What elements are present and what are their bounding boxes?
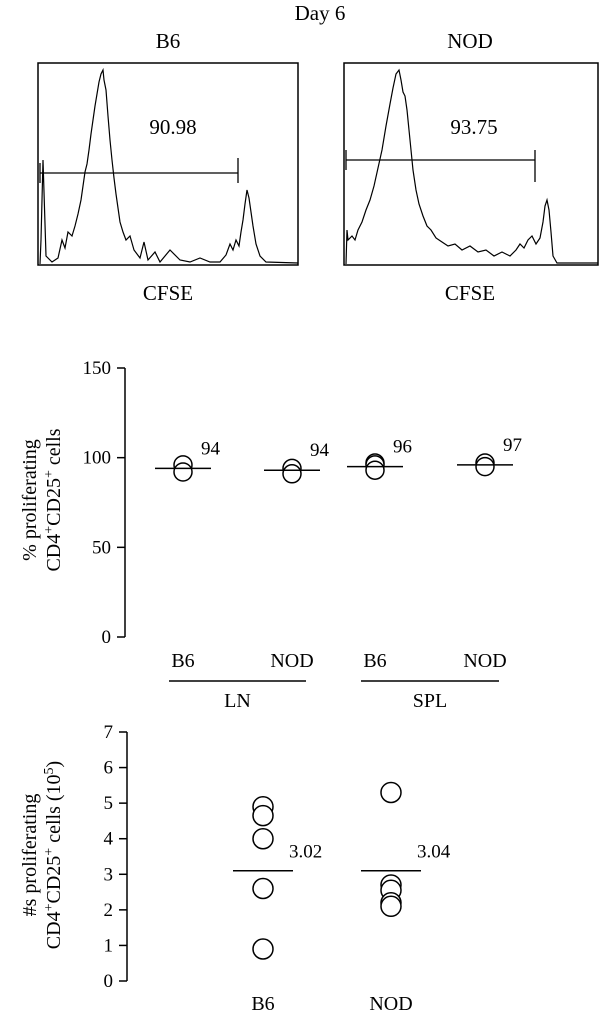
panel-name-b6: B6 — [156, 29, 181, 53]
category-label: B6 — [363, 650, 386, 672]
gate-value-nod: 93.75 — [450, 115, 497, 139]
y-axis-label-line1: #s proliferating — [19, 794, 41, 917]
gate-marker-nod — [345, 150, 536, 182]
data-point — [252, 804, 274, 827]
y-axis-label-num: #s proliferating CD4+CD25+ cells (105) — [19, 761, 65, 949]
data-point — [380, 781, 402, 804]
mean-label: 94 — [310, 440, 330, 461]
category-label: NOD — [369, 993, 412, 1015]
data-point — [282, 464, 302, 484]
data-point — [252, 938, 274, 960]
histogram-panel-b6: B6 90.98 CFSE — [37, 29, 299, 305]
y-tick-label: 7 — [104, 722, 114, 743]
category-label: NOD — [270, 650, 313, 672]
y-tick-label: 6 — [104, 758, 114, 779]
category-label: B6 — [251, 993, 274, 1015]
histogram-trace-nod — [345, 68, 598, 265]
group-label: LN — [224, 690, 251, 712]
y-axis-label-line1: % proliferating — [19, 439, 41, 561]
gate-value-b6: 90.98 — [149, 115, 196, 139]
y-tick-label: 0 — [102, 627, 112, 648]
percent-proliferating-chart: % proliferating CD4+CD25+ cells 0 50 100 15… — [19, 358, 522, 712]
data-point — [252, 827, 274, 850]
histogram-frame-b6 — [37, 62, 299, 266]
histogram-panel-nod: NOD 93.75 CFSE — [343, 29, 599, 305]
y-axis-label-line2: CD4+CD25+ cells (105) — [42, 761, 65, 949]
y-tick-label: 4 — [104, 829, 114, 850]
xlabel-nod: CFSE — [445, 281, 495, 305]
y-tick-label: 50 — [92, 537, 111, 558]
data-point — [252, 877, 274, 900]
histogram-title: Day 6 — [295, 1, 346, 25]
gate-marker-b6 — [39, 158, 239, 183]
xlabel-b6: CFSE — [143, 281, 193, 305]
category-labels: B6 NOD B6 NOD — [171, 650, 506, 672]
cfse-histograms: Day 6 B6 90.98 CFSE NOD 93.75 CFSE — [37, 1, 599, 305]
mean-label: 3.04 — [417, 842, 451, 863]
y-tick-label: 2 — [104, 900, 114, 921]
data-point — [365, 460, 385, 480]
category-points-nod: 3.04 — [361, 781, 451, 918]
category-points-nod: 97 — [457, 435, 522, 477]
y-axis-label-line2: CD4+CD25+ cells — [42, 428, 65, 571]
group-label: SPL — [413, 690, 447, 712]
data-point — [475, 456, 495, 477]
data-points: 3.02 3.04 — [233, 781, 451, 960]
category-labels: B6 NOD — [251, 993, 412, 1015]
category-label: NOD — [463, 650, 506, 672]
y-tick-label: 3 — [104, 864, 114, 885]
mean-label: 96 — [393, 437, 412, 458]
number-proliferating-chart: #s proliferating CD4+CD25+ cells (105) 0… — [19, 722, 451, 1015]
mean-label: 94 — [201, 438, 221, 459]
y-tick-label: 0 — [104, 971, 114, 992]
y-axis-ticks: 0 1 2 3 4 5 6 7 — [104, 722, 127, 992]
histogram-frame-nod — [343, 62, 599, 266]
y-tick-label: 5 — [104, 793, 114, 814]
y-axis-ticks: 0 50 100 150 — [83, 358, 125, 648]
category-points-b6: 96 — [347, 437, 412, 480]
group-labels: LN SPL — [169, 680, 499, 712]
y-axis-label-pct: % proliferating CD4+CD25+ cells — [19, 428, 65, 571]
data-points: 94 94 96 97 — [155, 435, 522, 484]
category-points-nod: 94 — [264, 440, 330, 484]
panel-name-nod: NOD — [447, 29, 493, 53]
y-tick-label: 150 — [83, 358, 112, 379]
data-point — [173, 462, 193, 482]
category-label: B6 — [171, 650, 194, 672]
histogram-trace-b6 — [39, 67, 299, 265]
mean-label: 97 — [503, 435, 522, 456]
category-points-b6: 94 — [155, 438, 221, 482]
y-tick-label: 1 — [104, 935, 114, 956]
mean-label: 3.02 — [289, 842, 322, 863]
y-tick-label: 100 — [83, 448, 112, 469]
data-point — [380, 895, 402, 918]
category-points-b6: 3.02 — [233, 795, 322, 960]
